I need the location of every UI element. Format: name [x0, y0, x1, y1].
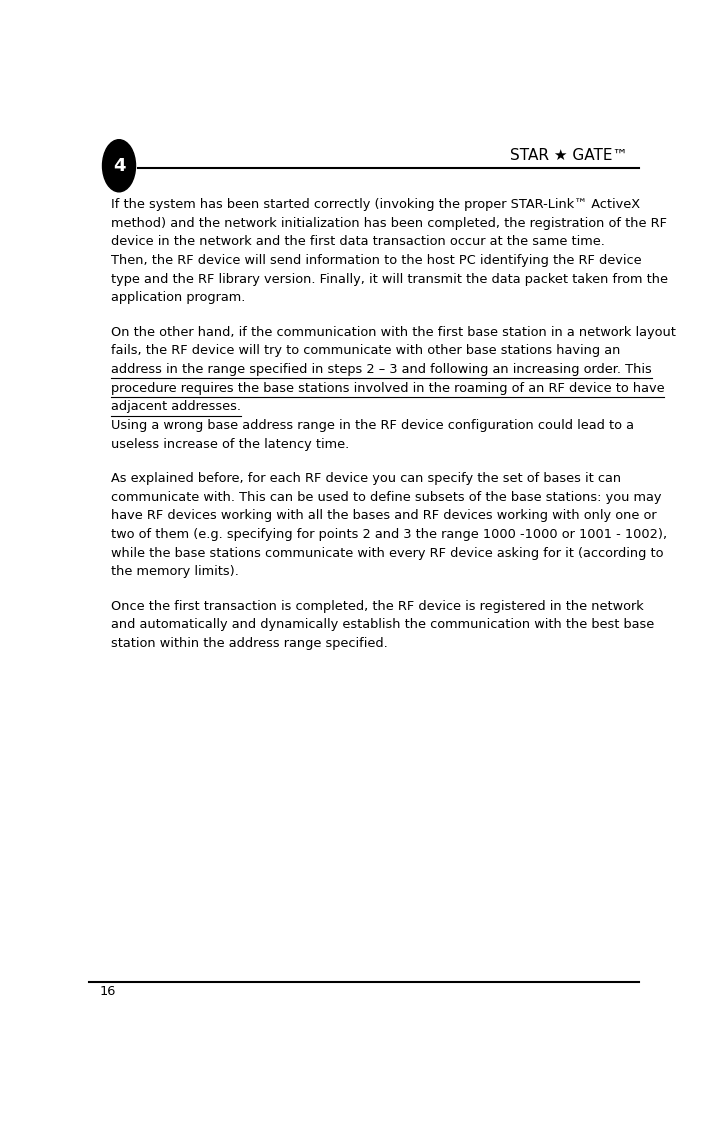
- Text: STAR ★ GATE™: STAR ★ GATE™: [510, 148, 628, 162]
- Text: useless increase of the latency time.: useless increase of the latency time.: [111, 438, 349, 450]
- Text: address in the range specified in steps 2 – 3 and following an increasing order.: address in the range specified in steps …: [111, 363, 652, 376]
- Text: On the other hand, if the communication with the first base station in a network: On the other hand, if the communication …: [111, 326, 676, 338]
- Text: 4: 4: [113, 157, 125, 175]
- Text: have RF devices working with all the bases and RF devices working with only one : have RF devices working with all the bas…: [111, 509, 656, 522]
- Text: type and the RF library version. Finally, it will transmit the data packet taken: type and the RF library version. Finally…: [111, 273, 668, 285]
- Text: Using a wrong base address range in the RF device configuration could lead to a: Using a wrong base address range in the …: [111, 418, 634, 432]
- Text: Then, the RF device will send information to the host PC identifying the RF devi: Then, the RF device will send informatio…: [111, 254, 641, 267]
- Text: device in the network and the first data transaction occur at the same time.: device in the network and the first data…: [111, 236, 605, 248]
- Text: and automatically and dynamically establish the communication with the best base: and automatically and dynamically establ…: [111, 618, 654, 632]
- Text: station within the address range specified.: station within the address range specifi…: [111, 637, 388, 650]
- Text: two of them (e.g. specifying for points 2 and 3 the range 1000 -1000 or 1001 - 1: two of them (e.g. specifying for points …: [111, 528, 667, 541]
- Text: communicate with. This can be used to define subsets of the base stations: you m: communicate with. This can be used to de…: [111, 491, 661, 503]
- Text: procedure requires the base stations involved in the roaming of an RF device to : procedure requires the base stations inv…: [111, 381, 665, 395]
- Text: fails, the RF device will try to communicate with other base stations having an: fails, the RF device will try to communi…: [111, 344, 620, 358]
- Text: Once the first transaction is completed, the RF device is registered in the netw: Once the first transaction is completed,…: [111, 600, 643, 613]
- Text: the memory limits).: the memory limits).: [111, 565, 239, 579]
- Text: while the base stations communicate with every RF device asking for it (accordin: while the base stations communicate with…: [111, 547, 663, 559]
- Circle shape: [102, 140, 136, 192]
- Text: method) and the network initialization has been completed, the registration of t: method) and the network initialization h…: [111, 217, 667, 230]
- Text: As explained before, for each RF device you can specify the set of bases it can: As explained before, for each RF device …: [111, 472, 621, 485]
- Text: If the system has been started correctly (invoking the proper STAR-Link™ ActiveX: If the system has been started correctly…: [111, 197, 640, 211]
- Text: 16: 16: [99, 985, 116, 998]
- Text: application program.: application program.: [111, 291, 245, 305]
- Text: adjacent addresses.: adjacent addresses.: [111, 400, 241, 413]
